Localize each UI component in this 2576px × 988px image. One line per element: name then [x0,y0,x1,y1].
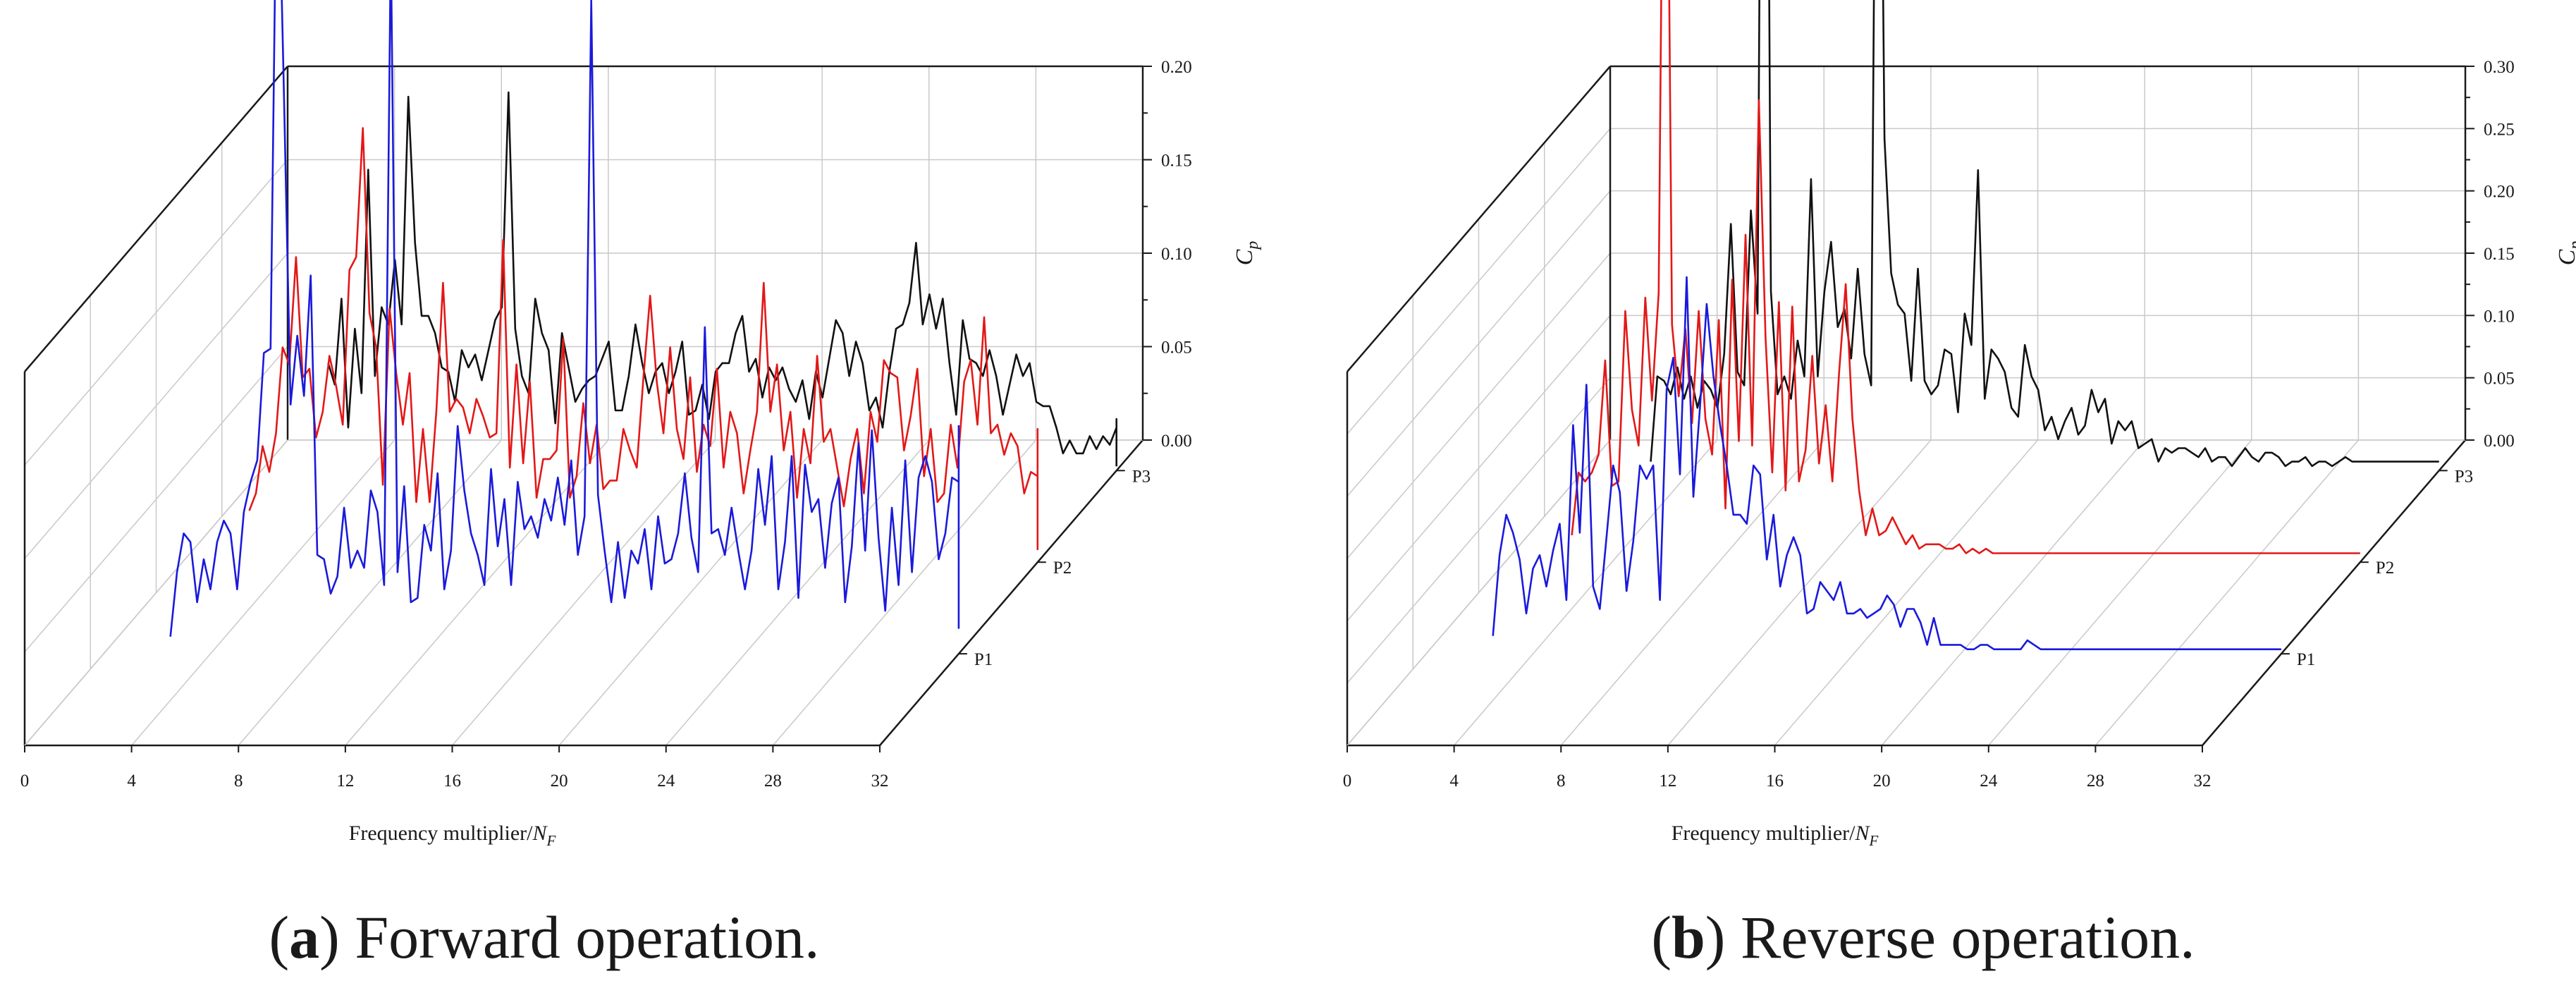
x-tick-label: 0 [1343,772,1352,791]
x-axis-title-symbol: N [532,822,548,845]
x-axis-title-text: Frequency multiplier/ [349,822,533,845]
axis-frame-edge [1347,66,1611,372]
z-axis-title-subscript: p [1244,241,1262,251]
grid-floor-depth [1774,439,2039,746]
x-tick-label: 28 [2087,772,2104,791]
grid-floor-depth [1454,439,1718,746]
x-axis-title-subscript: F [1868,832,1878,849]
caption-forward: (a) Forward operation. [269,903,820,971]
z-tick-label: 0.05 [1161,339,1192,358]
z-axis-title-symbol: C [2554,249,2576,265]
z-tick-label: 0.30 [2484,58,2515,77]
caption-reverse-text: Reverse operation. [1741,903,2195,971]
x-tick-label: 16 [443,772,461,791]
x-tick-label: 20 [1873,772,1891,791]
grid-floor-depth [1881,439,2145,746]
x-tick-label: 16 [1766,772,1784,791]
series-label-p1: P1 [974,650,993,669]
caption-reverse-letter: b [1672,903,1705,971]
grid-floor-depth [1988,439,2252,746]
caption-forward-letter: a [289,903,319,971]
axis-frame-edge [24,439,288,746]
x-tick-label: 20 [551,772,568,791]
z-axis-title: Cp [1232,241,1262,266]
chart-forward-operation: 0 4 8 12 16 20 24 28 32 Frequency multiplier/NF 0.… [20,0,1262,849]
series-label-p3: P3 [2455,467,2473,486]
grid-floor-depth [558,439,823,746]
grid-floor-depth [451,439,716,746]
grid-floor-depth [345,439,609,746]
x-tick-label: 4 [127,772,136,791]
x-tick-label: 4 [1449,772,1459,791]
x-axis-title-subscript: F [546,832,556,849]
x-tick-label: 32 [2194,772,2212,791]
grid-floor-depth [2094,439,2359,746]
series-label-p2: P2 [2376,559,2394,578]
z-tick-label: 0.15 [2484,245,2515,264]
z-tick-label: 0.00 [1161,432,1192,451]
x-tick-label: 0 [20,772,30,791]
axis-frame-edge [24,66,288,372]
z-tick-label: 0.20 [2484,183,2515,202]
axis-frame-edge [1347,439,1611,746]
z-tick-label: 0.25 [2484,120,2515,139]
series-line-p2 [1571,0,2360,554]
x-axis-title: Frequency multiplier/NF [1672,822,1879,849]
x-axis-title: Frequency multiplier/NF [349,822,556,849]
series-line-p1 [169,0,960,637]
grid-floor-depth [131,439,395,746]
axis-frame-edge [2202,439,2466,746]
z-axis-title-symbol: C [1232,249,1258,265]
series-label-p1: P1 [2297,650,2315,669]
series-line-p2 [248,127,1039,551]
x-tick-label: 32 [871,772,889,791]
series-label-p3: P3 [1132,467,1151,486]
axis-frame-edge [879,439,1143,746]
x-tick-label: 28 [764,772,782,791]
z-axis-title-subscript: p [2566,241,2576,251]
caption-reverse: (b) Reverse operation. [1651,903,2195,971]
x-axis-title-symbol: N [1854,822,1870,845]
grid-floor-depth [1560,439,1824,746]
grid-floor-depth [1667,439,1932,746]
z-axis-title: Cp [2554,241,2576,266]
series-line-p1 [1492,276,2281,651]
series-line-p3 [327,91,1117,467]
series-label-p2: P2 [1053,559,1072,578]
x-tick-label: 8 [1557,772,1566,791]
x-tick-label: 24 [1980,772,1998,791]
x-tick-label: 24 [657,772,675,791]
x-tick-label: 8 [234,772,243,791]
z-tick-label: 0.15 [1161,152,1192,171]
chart-reverse-operation: 0 4 8 12 16 20 24 28 32 Frequency multiplier/NF 0.… [1343,0,2576,849]
z-tick-label: 0.10 [2484,307,2515,326]
caption-forward-text: Forward operation. [355,903,819,971]
z-tick-label: 0.05 [2484,370,2515,389]
grid-floor-depth [772,439,1036,746]
grid-floor-depth [238,439,502,746]
x-axis-title-text: Frequency multiplier/ [1672,822,1856,845]
z-tick-label: 0.10 [1161,245,1192,264]
z-tick-label: 0.00 [2484,432,2515,451]
z-tick-label: 0.20 [1161,58,1192,77]
x-tick-label: 12 [336,772,354,791]
x-tick-label: 12 [1659,772,1676,791]
